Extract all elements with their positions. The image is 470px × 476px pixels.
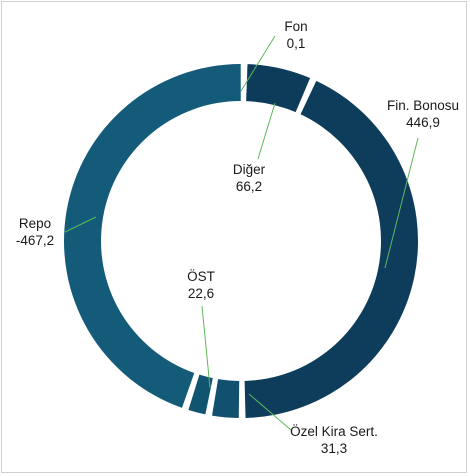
slice-ost: [188, 374, 213, 415]
label-name-ost: ÖST: [187, 269, 215, 284]
label-name-ozel-kira-sert: Özel Kira Sert.: [290, 424, 378, 439]
label-name-fin-bonosu: Fin. Bonosu: [387, 98, 459, 113]
leader-line-fin-bonosu: [384, 137, 419, 269]
label-value-ost: 22,6: [188, 286, 214, 301]
label-value-ozel-kira-sert: 31,3: [321, 441, 347, 456]
label-value-diger: 66,2: [236, 179, 262, 194]
leader-line-repo: [64, 216, 97, 233]
label-value-repo: -467,2: [16, 233, 54, 248]
leader-line-fon: [240, 35, 276, 92]
label-name-diger: Diğer: [233, 162, 266, 177]
slice-fin-bonosu: [244, 80, 419, 418]
leader-line-diger: [257, 102, 276, 160]
slice-repo: [64, 64, 241, 408]
slice-diger: [246, 64, 311, 113]
leader-line-ozel-kira-sert: [248, 393, 292, 431]
label-value-fon: 0,1: [287, 36, 306, 51]
label-name-fon: Fon: [284, 19, 307, 34]
label-name-repo: Repo: [19, 216, 51, 231]
leader-line-ost: [201, 305, 211, 389]
label-value-fin-bonosu: 446,9: [406, 115, 440, 130]
slice-ozel-kira-sert: [212, 379, 240, 418]
